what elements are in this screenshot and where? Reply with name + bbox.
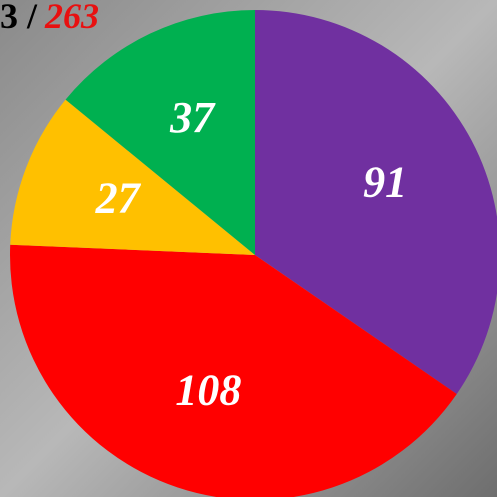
pie-slice [10, 244, 457, 497]
pie: 91 108 27 37 [10, 10, 497, 497]
counter-total: 263 [44, 0, 99, 36]
slice-label: 37 [169, 93, 216, 142]
slice-label: 91 [363, 158, 407, 207]
slice-label: 27 [95, 174, 142, 223]
pie-slice [255, 10, 497, 394]
counter: 3 /263 [0, 0, 99, 36]
pie-slice [10, 99, 255, 256]
pie-slice [65, 10, 255, 255]
counter-current: 3 / [0, 0, 38, 36]
slice-label: 108 [175, 366, 241, 415]
